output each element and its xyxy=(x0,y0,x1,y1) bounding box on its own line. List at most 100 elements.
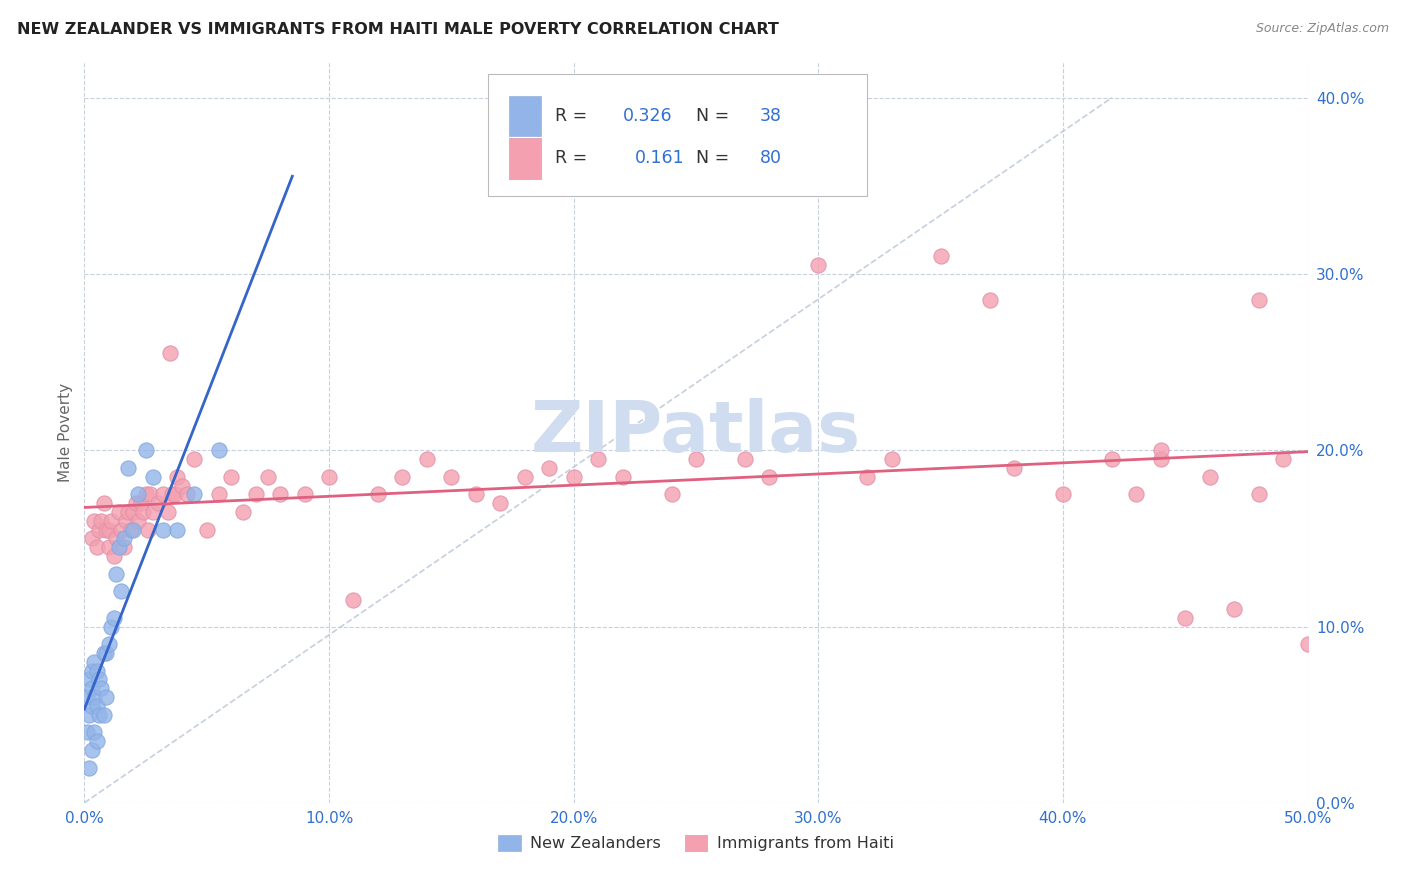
Text: 38: 38 xyxy=(759,107,782,125)
Point xyxy=(342,593,364,607)
Bar xyxy=(509,138,541,178)
Point xyxy=(97,540,120,554)
Point xyxy=(125,496,148,510)
Point xyxy=(1150,443,1173,458)
Point xyxy=(86,698,108,713)
Point xyxy=(90,681,112,696)
Point xyxy=(586,452,609,467)
Point xyxy=(80,664,103,678)
Point xyxy=(110,523,132,537)
Point xyxy=(120,523,142,537)
Point xyxy=(90,514,112,528)
Point xyxy=(734,452,756,467)
Point xyxy=(96,690,118,704)
Point xyxy=(1125,487,1147,501)
Point xyxy=(105,566,128,581)
Point xyxy=(76,725,98,739)
Point xyxy=(172,478,194,492)
Text: 80: 80 xyxy=(759,149,782,168)
Point xyxy=(86,540,108,554)
Point xyxy=(391,469,413,483)
Point xyxy=(269,487,291,501)
Text: NEW ZEALANDER VS IMMIGRANTS FROM HAITI MALE POVERTY CORRELATION CHART: NEW ZEALANDER VS IMMIGRANTS FROM HAITI M… xyxy=(17,22,779,37)
Point xyxy=(86,734,108,748)
Point xyxy=(685,452,707,467)
Point xyxy=(122,523,145,537)
Point xyxy=(93,707,115,722)
Point xyxy=(80,681,103,696)
Point xyxy=(440,469,463,483)
Point xyxy=(103,549,125,563)
Point xyxy=(110,584,132,599)
Point xyxy=(156,505,179,519)
Point xyxy=(1223,602,1246,616)
Point xyxy=(856,469,879,483)
Point xyxy=(159,346,181,360)
Point xyxy=(1052,487,1074,501)
Point xyxy=(195,523,218,537)
Point xyxy=(97,637,120,651)
Point xyxy=(152,523,174,537)
Point xyxy=(93,496,115,510)
Point xyxy=(1174,610,1197,624)
Point xyxy=(100,514,122,528)
Point xyxy=(115,514,138,528)
Text: R =: R = xyxy=(555,149,599,168)
Legend: New Zealanders, Immigrants from Haiti: New Zealanders, Immigrants from Haiti xyxy=(492,829,900,858)
Point xyxy=(80,743,103,757)
Point xyxy=(83,655,105,669)
Point xyxy=(96,523,118,537)
Point xyxy=(100,619,122,633)
Point xyxy=(122,505,145,519)
Point xyxy=(97,523,120,537)
Point xyxy=(112,540,135,554)
Point xyxy=(162,487,184,501)
Text: N =: N = xyxy=(696,149,735,168)
Point xyxy=(880,452,903,467)
Point xyxy=(163,487,186,501)
Point xyxy=(219,469,242,483)
Point xyxy=(87,673,110,687)
Text: N =: N = xyxy=(696,107,735,125)
Point xyxy=(294,487,316,501)
Point xyxy=(93,646,115,660)
Point xyxy=(107,540,129,554)
Point xyxy=(117,461,139,475)
Point xyxy=(80,698,103,713)
Point xyxy=(489,496,512,510)
Point xyxy=(464,487,486,501)
Text: 0.326: 0.326 xyxy=(623,107,672,125)
Point xyxy=(77,760,100,774)
Point xyxy=(208,443,231,458)
Point xyxy=(979,293,1001,308)
Point xyxy=(257,469,280,483)
Point xyxy=(83,690,105,704)
Point xyxy=(208,487,231,501)
Point xyxy=(929,249,952,263)
Point xyxy=(76,690,98,704)
Point xyxy=(1272,452,1295,467)
Text: R =: R = xyxy=(555,107,593,125)
Point xyxy=(87,523,110,537)
Point xyxy=(132,505,155,519)
Point xyxy=(1198,469,1220,483)
Point xyxy=(142,505,165,519)
Y-axis label: Male Poverty: Male Poverty xyxy=(58,383,73,483)
Point xyxy=(1296,637,1319,651)
Point xyxy=(661,487,683,501)
Point xyxy=(135,443,157,458)
Point xyxy=(142,469,165,483)
Point xyxy=(318,469,340,483)
Point xyxy=(83,514,105,528)
Point xyxy=(139,487,162,501)
Point xyxy=(96,646,118,660)
Point xyxy=(127,514,149,528)
Point xyxy=(183,487,205,501)
Point xyxy=(1247,487,1270,501)
Point xyxy=(77,707,100,722)
FancyBboxPatch shape xyxy=(488,73,868,195)
Point xyxy=(117,505,139,519)
Point xyxy=(232,505,254,519)
Point xyxy=(562,469,585,483)
Point xyxy=(135,487,157,501)
